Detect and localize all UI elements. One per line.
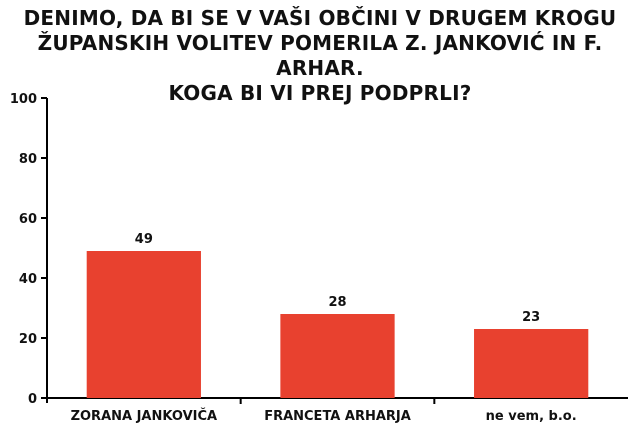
category-label: ZORANA JANKOVIČA bbox=[71, 408, 218, 424]
bar bbox=[87, 251, 201, 398]
y-tick-label: 80 bbox=[19, 152, 37, 167]
y-tick-label: 20 bbox=[19, 332, 37, 347]
data-label: 49 bbox=[135, 232, 153, 247]
bar bbox=[280, 314, 394, 398]
y-tick-label: 60 bbox=[19, 212, 37, 227]
y-tick-label: 100 bbox=[10, 92, 37, 107]
category-label: ne vem, b.o. bbox=[486, 409, 577, 424]
bars-group bbox=[87, 251, 589, 398]
y-tick-label: 0 bbox=[28, 392, 37, 407]
category-label: FRANCETA ARHARJA bbox=[264, 409, 411, 424]
y-tick-label: 40 bbox=[19, 272, 37, 287]
data-label: 28 bbox=[328, 295, 346, 310]
bar bbox=[474, 329, 588, 398]
data-label: 23 bbox=[522, 310, 540, 325]
